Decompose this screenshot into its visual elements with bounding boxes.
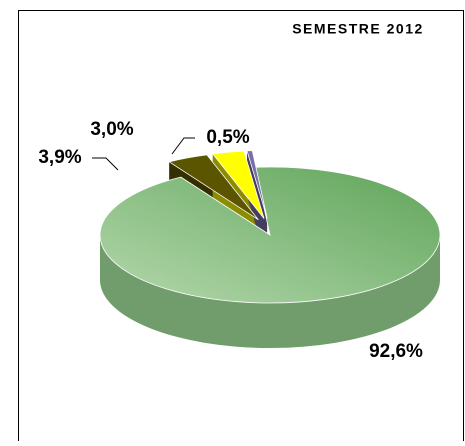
leaders [92,137,195,171]
slice [246,150,268,219]
data-label: 3,0% [90,119,133,140]
slice-side [100,235,440,348]
data-label: 0,5% [206,127,249,148]
slice [168,154,259,221]
slice [211,150,265,219]
slice [99,166,441,304]
chart-title: SEMESTRE 2012 [292,21,424,37]
data-label: 92,6% [369,341,423,362]
pie [99,150,441,348]
data-label: 3,9% [38,147,81,168]
